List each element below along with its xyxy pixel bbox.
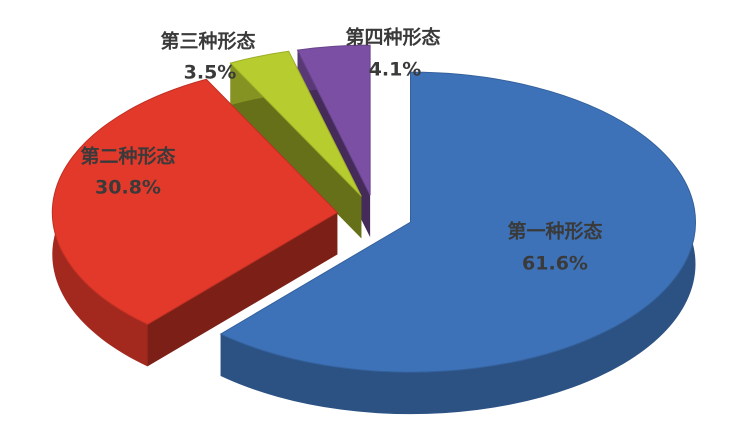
slice	[51, 78, 339, 325]
slice	[296, 44, 371, 196]
slice	[229, 50, 362, 197]
slice-value-label: 3.5%	[184, 62, 237, 84]
slice-value-label: 4.1%	[369, 59, 422, 81]
slice-label: 第二种形态	[80, 145, 175, 168]
slice-side	[230, 63, 362, 239]
slice-label: 第三种形态	[160, 30, 255, 53]
slice-label: 第四种形态	[345, 26, 440, 49]
slice-side	[147, 212, 338, 367]
slice-value-label: 61.6%	[522, 253, 588, 275]
slice-side	[220, 72, 696, 415]
slice-value-label: 30.8%	[95, 177, 161, 199]
slice-label: 第一种形态	[507, 220, 602, 243]
pie	[51, 44, 697, 415]
slice	[219, 71, 697, 373]
